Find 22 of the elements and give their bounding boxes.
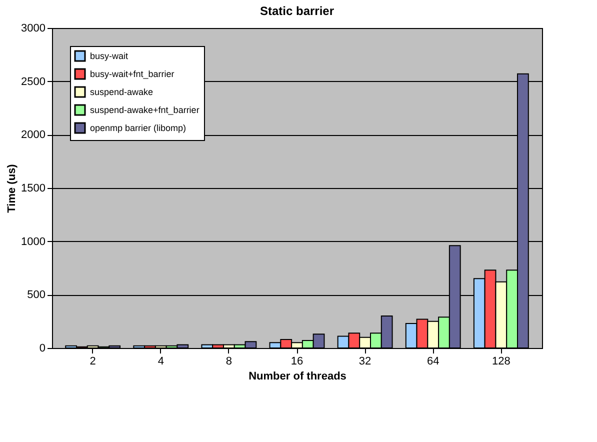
y-tick-label: 1000 <box>21 236 46 248</box>
x-tick-label: 4 <box>158 356 164 368</box>
y-tick-label: 2000 <box>21 129 46 142</box>
x-tick-label: 32 <box>358 356 372 368</box>
x-tick-label: 64 <box>426 356 440 368</box>
y-tick-label: 0 <box>39 342 46 354</box>
legend-label: openmp barrier (libomp) <box>90 123 186 133</box>
x-tick-label: 8 <box>226 356 232 368</box>
x-tick-label: 16 <box>290 356 304 368</box>
legend-label: busy-wait <box>90 51 129 61</box>
x-axis-title: Number of threads <box>248 370 346 382</box>
legend-label: suspend-awake <box>90 87 154 97</box>
legend-label: suspend-awake+fnt_barrier <box>90 105 200 115</box>
chart-title: Static barrier <box>260 4 334 18</box>
y-tick-label: 1500 <box>21 182 46 194</box>
x-tick-label: 2 <box>90 356 96 368</box>
x-tick-label: 128 <box>492 356 510 368</box>
y-tick-label: 3000 <box>21 22 46 34</box>
legend-label: busy-wait+fnt_barrier <box>90 69 174 79</box>
y-axis-title: Time (us) <box>6 164 18 213</box>
y-tick-label: 2500 <box>21 76 46 88</box>
y-tick-label: 500 <box>27 289 46 302</box>
